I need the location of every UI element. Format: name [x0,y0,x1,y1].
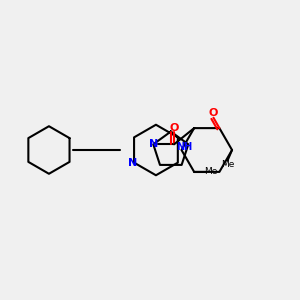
Text: NH: NH [176,142,193,152]
Text: Me: Me [204,167,217,176]
Text: Me: Me [221,160,234,169]
Text: N: N [128,158,137,168]
Text: O: O [209,108,218,118]
Text: N: N [149,139,158,149]
Text: O: O [169,123,179,133]
